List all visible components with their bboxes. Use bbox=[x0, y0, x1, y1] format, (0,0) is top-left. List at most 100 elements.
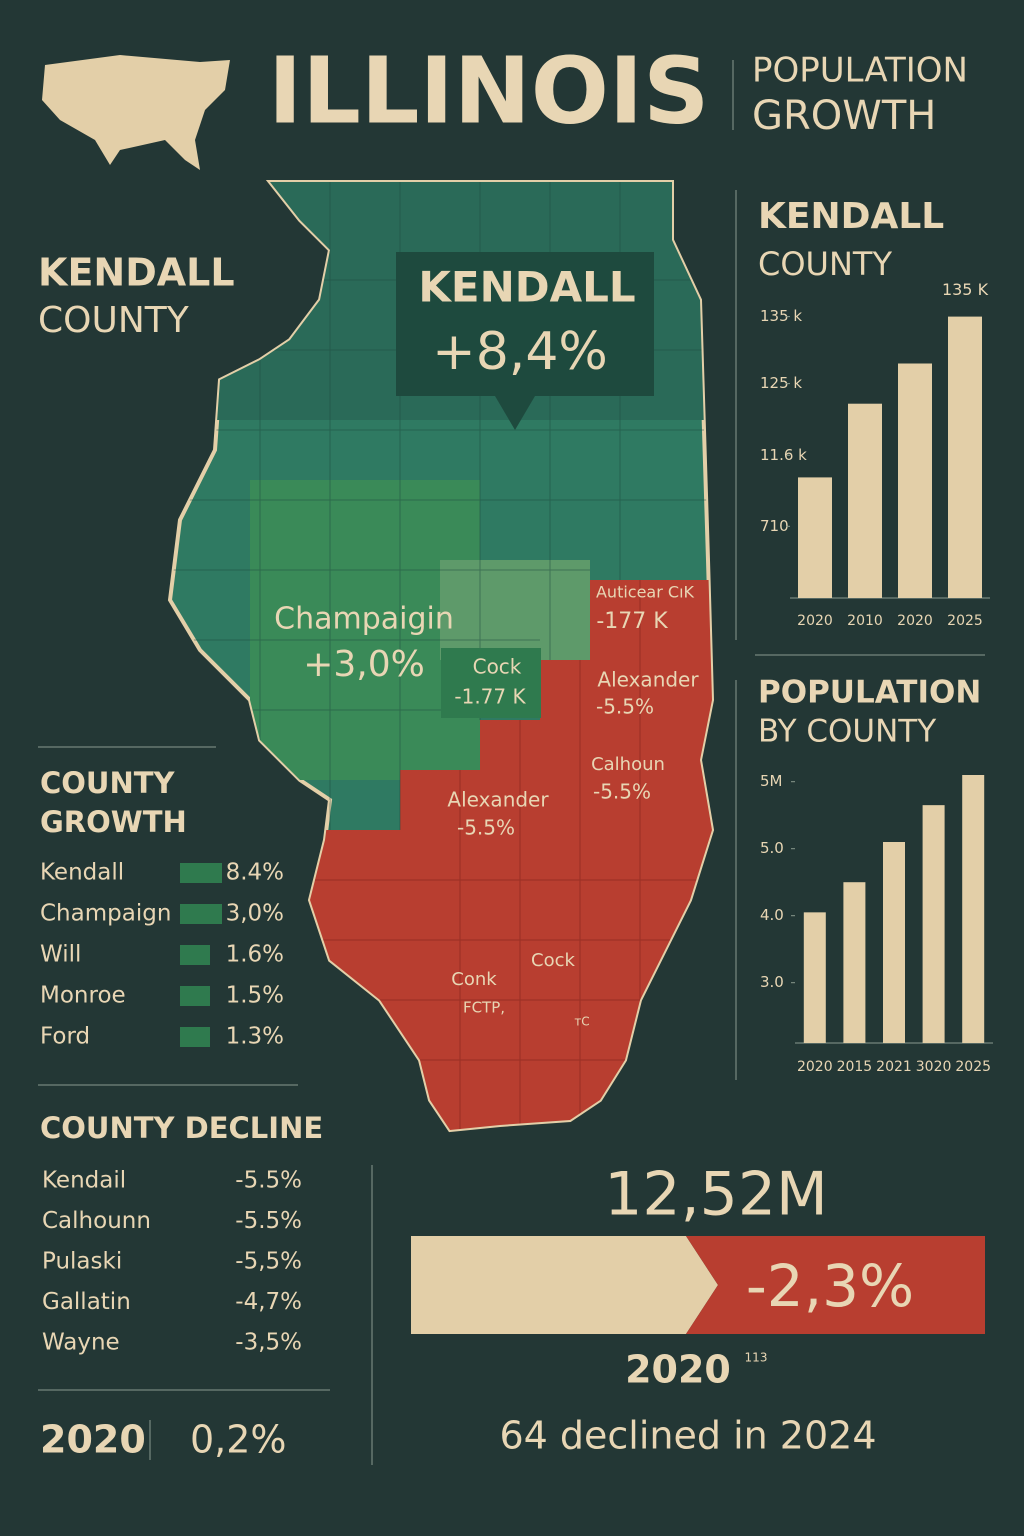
x-tick-label: 2020 bbox=[797, 613, 833, 629]
y-tick-label: 4.0 bbox=[760, 906, 784, 924]
bar bbox=[798, 477, 832, 598]
callout-pointer bbox=[495, 396, 535, 430]
y-tick-label: 5M bbox=[760, 772, 783, 790]
county-name: Calhounn bbox=[42, 1208, 151, 1234]
county-value: -3,5% bbox=[235, 1330, 302, 1356]
map-label: -5.5% bbox=[596, 695, 654, 719]
title: ILLINOIS bbox=[268, 37, 709, 144]
county-name: Pulaski bbox=[42, 1249, 122, 1275]
county-value: -5,5% bbox=[235, 1249, 302, 1275]
y-tick-label: 5.0 bbox=[760, 839, 784, 857]
callout bbox=[396, 252, 654, 396]
swatch bbox=[180, 986, 210, 1006]
map-label: Cock bbox=[531, 950, 575, 971]
map-label: Alexander bbox=[447, 788, 549, 812]
x-tick-label: 3020 bbox=[916, 1059, 952, 1075]
section-title: COUNTY bbox=[40, 766, 176, 800]
county-name: Wayne bbox=[42, 1330, 120, 1356]
county-name: Kendail bbox=[42, 1168, 126, 1194]
chart-title: COUNTY bbox=[758, 245, 892, 283]
map-label: Alexander bbox=[597, 668, 699, 692]
value-label: 135 K bbox=[942, 280, 989, 299]
map-label: KENDALL bbox=[418, 263, 635, 312]
x-tick-label: 2010 bbox=[847, 613, 883, 629]
summary-change: -2,3% bbox=[746, 1252, 914, 1320]
subtitle: GROWTH bbox=[752, 93, 936, 139]
map-label: -1.77 K bbox=[454, 685, 526, 709]
swatch bbox=[180, 863, 222, 883]
summary-bar-change bbox=[686, 1236, 985, 1334]
label-box bbox=[441, 648, 541, 718]
bar bbox=[848, 403, 882, 598]
county-name: Monroe bbox=[40, 983, 126, 1009]
summary-caption: 64 declined in 2024 bbox=[499, 1414, 876, 1458]
county-name: Will bbox=[40, 942, 81, 968]
county-value: 1.3% bbox=[226, 1024, 284, 1050]
county-lines bbox=[300, 580, 712, 1130]
bar bbox=[898, 363, 932, 598]
map-label: +3,0% bbox=[303, 644, 425, 685]
x-tick-label: 2015 bbox=[837, 1059, 873, 1075]
summary-note: 113 bbox=[745, 1351, 768, 1365]
section-title: COUNTY DECLINE bbox=[40, 1111, 323, 1145]
decline-list: Kendail -5.5% Calhounn -5.5% Pulaski -5,5% Gal… bbox=[42, 1168, 302, 1356]
map-label: Champaigin bbox=[274, 602, 454, 637]
county-name: Kendall bbox=[40, 860, 124, 886]
map-label: -5.5% bbox=[593, 780, 651, 804]
chart-title: BY COUNTY bbox=[758, 714, 936, 750]
map-label: Auticear CıK bbox=[596, 583, 695, 602]
y-tick-label: 135 k bbox=[760, 307, 802, 325]
footer-year: 2020 bbox=[40, 1418, 146, 1462]
chart-title: KENDALL bbox=[758, 196, 944, 237]
map-label: ᴛC bbox=[574, 1015, 589, 1029]
x-tick-label: 2025 bbox=[947, 613, 983, 629]
y-tick-label: 710 bbox=[760, 517, 789, 535]
chart-title: POPULATION bbox=[758, 675, 981, 711]
map-label: Calhoun bbox=[591, 754, 665, 775]
map-label: Conk bbox=[451, 969, 497, 990]
bar bbox=[843, 882, 866, 1043]
y-tick-label: 125 k bbox=[760, 374, 802, 392]
growth-list: Kendall 8.4% Champaign 3,0% Will 1.6% Monroe 1.… bbox=[40, 860, 284, 1050]
swatch bbox=[180, 904, 222, 924]
county-value: 1.5% bbox=[226, 983, 284, 1009]
section-title: GROWTH bbox=[40, 805, 187, 839]
feature-subtitle: COUNTY bbox=[38, 300, 190, 341]
county-name: Champaign bbox=[40, 901, 171, 927]
x-tick-label: 2025 bbox=[955, 1059, 991, 1075]
county-value: -5.5% bbox=[235, 1208, 302, 1234]
county-value: 1.6% bbox=[226, 942, 284, 968]
summary-total: 12,52M bbox=[604, 1160, 828, 1230]
county-value: 8.4% bbox=[226, 860, 284, 886]
us-map bbox=[42, 55, 230, 170]
bar bbox=[962, 775, 985, 1043]
region bbox=[440, 560, 590, 660]
swatch bbox=[180, 945, 210, 965]
summary-year: 2020 bbox=[625, 1348, 731, 1392]
feature-title: KENDALL bbox=[38, 251, 235, 295]
summary-bar bbox=[411, 1236, 718, 1334]
map-label: -5.5% bbox=[457, 816, 515, 840]
county-value: 3,0% bbox=[226, 901, 284, 927]
county-name: Gallatin bbox=[42, 1289, 131, 1315]
swatch bbox=[180, 1027, 210, 1047]
subtitle: POPULATION bbox=[752, 51, 968, 91]
x-tick-label: 2020 bbox=[897, 613, 933, 629]
y-tick-label: 3.0 bbox=[760, 973, 784, 991]
map-label: +8,4% bbox=[432, 322, 608, 382]
county-value: -5.5% bbox=[235, 1168, 302, 1194]
map-label: -177 K bbox=[596, 609, 668, 634]
bar bbox=[922, 805, 945, 1043]
county-name: Ford bbox=[40, 1024, 90, 1050]
map-label: FCTP, bbox=[463, 999, 505, 1017]
footer-value: 0,2% bbox=[190, 1418, 287, 1462]
y-tick-label: 11.6 k bbox=[760, 446, 807, 464]
county-value: -4,7% bbox=[235, 1289, 302, 1315]
bar bbox=[948, 316, 982, 598]
bar bbox=[883, 842, 905, 1043]
x-tick-label: 2020 bbox=[797, 1059, 833, 1075]
x-tick-label: 2021 bbox=[876, 1059, 912, 1075]
map-label: Cock bbox=[473, 655, 522, 679]
bar bbox=[803, 912, 826, 1043]
